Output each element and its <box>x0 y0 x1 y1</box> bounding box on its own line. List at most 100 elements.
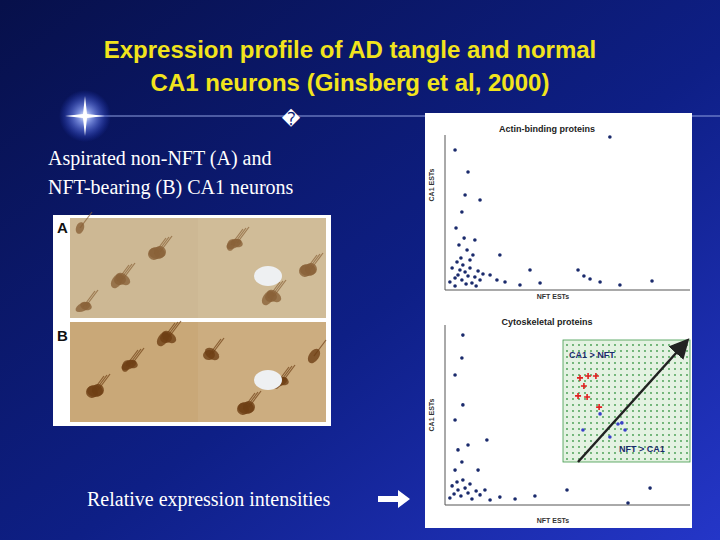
point <box>461 333 465 337</box>
point <box>623 428 627 432</box>
slide-title: CA1 neurons (Ginsberg et al, 2000) <box>151 69 550 96</box>
point <box>468 482 472 486</box>
point <box>461 478 465 482</box>
point <box>453 284 457 288</box>
neurite <box>249 391 261 407</box>
annotation: CA1 > NFT <box>569 350 615 360</box>
point <box>463 486 467 490</box>
point <box>596 404 602 410</box>
point <box>577 375 583 381</box>
point <box>461 263 465 267</box>
micrograph <box>53 212 331 426</box>
point <box>462 236 466 240</box>
point <box>464 282 468 286</box>
point <box>465 248 469 252</box>
annotation: NFT > CA1 <box>619 444 665 454</box>
point <box>498 253 502 257</box>
point <box>581 428 585 432</box>
point <box>588 277 592 281</box>
x-label: NFT ESTs <box>537 517 570 524</box>
y-label: CA1 ESTs <box>428 168 435 201</box>
point <box>598 280 602 284</box>
point <box>456 488 460 492</box>
photo-panel <box>70 218 198 318</box>
point <box>488 273 492 277</box>
point <box>488 498 492 502</box>
panel-label: A <box>57 219 68 236</box>
neurite <box>132 348 144 364</box>
point <box>453 418 457 422</box>
photo-panel <box>198 218 326 318</box>
x-label: NFT ESTs <box>537 293 570 300</box>
point <box>461 403 465 407</box>
point <box>513 497 517 501</box>
point <box>618 283 622 287</box>
point <box>459 256 463 260</box>
point <box>478 493 482 497</box>
point <box>593 373 599 379</box>
point <box>585 373 591 379</box>
point <box>498 495 502 499</box>
point <box>483 488 487 492</box>
point <box>576 268 580 272</box>
point <box>581 383 587 389</box>
point <box>458 268 462 272</box>
background <box>0 0 720 540</box>
point <box>466 491 470 495</box>
neurite <box>311 253 323 269</box>
point <box>584 394 590 400</box>
neurite <box>86 290 98 306</box>
x-axis <box>445 505 690 506</box>
neurite <box>98 374 110 390</box>
point <box>565 488 569 492</box>
chart: Cytoskeletal proteinsNFT ESTsCA1 ESTsCA1… <box>428 317 690 524</box>
point <box>608 135 612 139</box>
point <box>478 198 482 202</box>
point <box>455 480 459 484</box>
point <box>474 489 478 493</box>
point <box>466 170 470 174</box>
point <box>473 238 477 242</box>
point <box>474 284 478 288</box>
point <box>466 274 470 278</box>
point <box>528 268 532 272</box>
symbol: � <box>282 108 301 129</box>
point <box>453 276 457 280</box>
point <box>648 486 652 490</box>
point <box>456 273 460 277</box>
points <box>448 135 654 288</box>
neurite <box>237 227 249 243</box>
neurite <box>212 338 224 354</box>
panel-label: B <box>57 327 68 344</box>
point <box>453 373 457 377</box>
points <box>448 333 652 505</box>
neurite <box>123 263 135 279</box>
neurite <box>80 212 92 228</box>
point <box>463 193 467 197</box>
x-axis <box>445 290 690 291</box>
star <box>65 96 105 136</box>
point <box>450 266 454 270</box>
point <box>460 278 464 282</box>
point <box>533 494 537 498</box>
point <box>582 274 586 278</box>
aspiration-hole <box>254 370 282 390</box>
caption: NFT-bearing (B) CA1 neurons <box>48 176 294 199</box>
chart: Actin-binding proteinsNFT ESTsCA1 ESTs <box>428 124 690 300</box>
point <box>455 260 459 264</box>
point <box>650 279 654 283</box>
point <box>538 281 542 285</box>
point <box>620 421 624 425</box>
point <box>481 272 485 276</box>
point <box>476 269 480 273</box>
point <box>460 460 464 464</box>
point <box>478 278 482 282</box>
point <box>453 468 457 472</box>
neurite <box>314 340 326 356</box>
point <box>448 496 452 500</box>
point <box>626 501 630 505</box>
slide-title: Expression profile of AD tangle and norm… <box>104 36 597 63</box>
point <box>575 393 581 399</box>
point <box>460 210 464 214</box>
point <box>476 468 480 472</box>
